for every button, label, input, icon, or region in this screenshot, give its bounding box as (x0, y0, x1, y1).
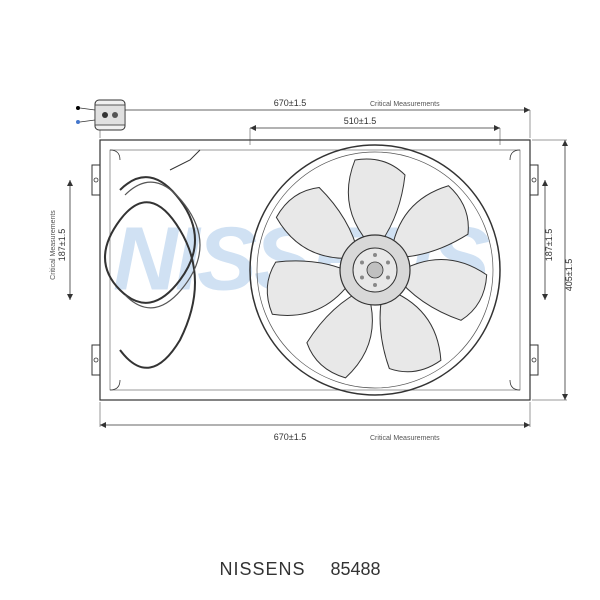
dim-width-bottom: 670±1.5 (274, 432, 306, 442)
dim-top-inner: 510±1.5 (250, 116, 500, 145)
dim-height-left: 187±1.5 (57, 229, 67, 261)
fan-assembly (250, 145, 500, 395)
dim-height-right-outer: 405±1.5 (564, 259, 574, 291)
dim-note-bottom: Critical Measurements (370, 435, 440, 442)
dim-bottom: 670±1.5 Critical Measurements (100, 402, 530, 442)
dim-top-outer: 670±1.5 Critical Measurements (100, 98, 530, 138)
part-number: 85488 (330, 559, 380, 580)
dim-note-left: Critical Measurements (50, 210, 57, 280)
brand-bar: NISSENS 85488 (219, 559, 380, 580)
spring-coil (105, 150, 200, 368)
connector-diagram: BLACK BLUE (75, 90, 135, 150)
dim-width-inner: 510±1.5 (344, 116, 376, 126)
dim-width-top: 670±1.5 (274, 98, 306, 108)
dim-right-inner: 187±1.5 (542, 180, 554, 300)
dim-left-height: 187±1.5 Critical Measurements (50, 180, 73, 300)
dim-height-right-inner: 187±1.5 (544, 229, 554, 261)
dim-note-top: Critical Measurements (370, 101, 440, 108)
brand-name: NISSENS (219, 559, 305, 580)
